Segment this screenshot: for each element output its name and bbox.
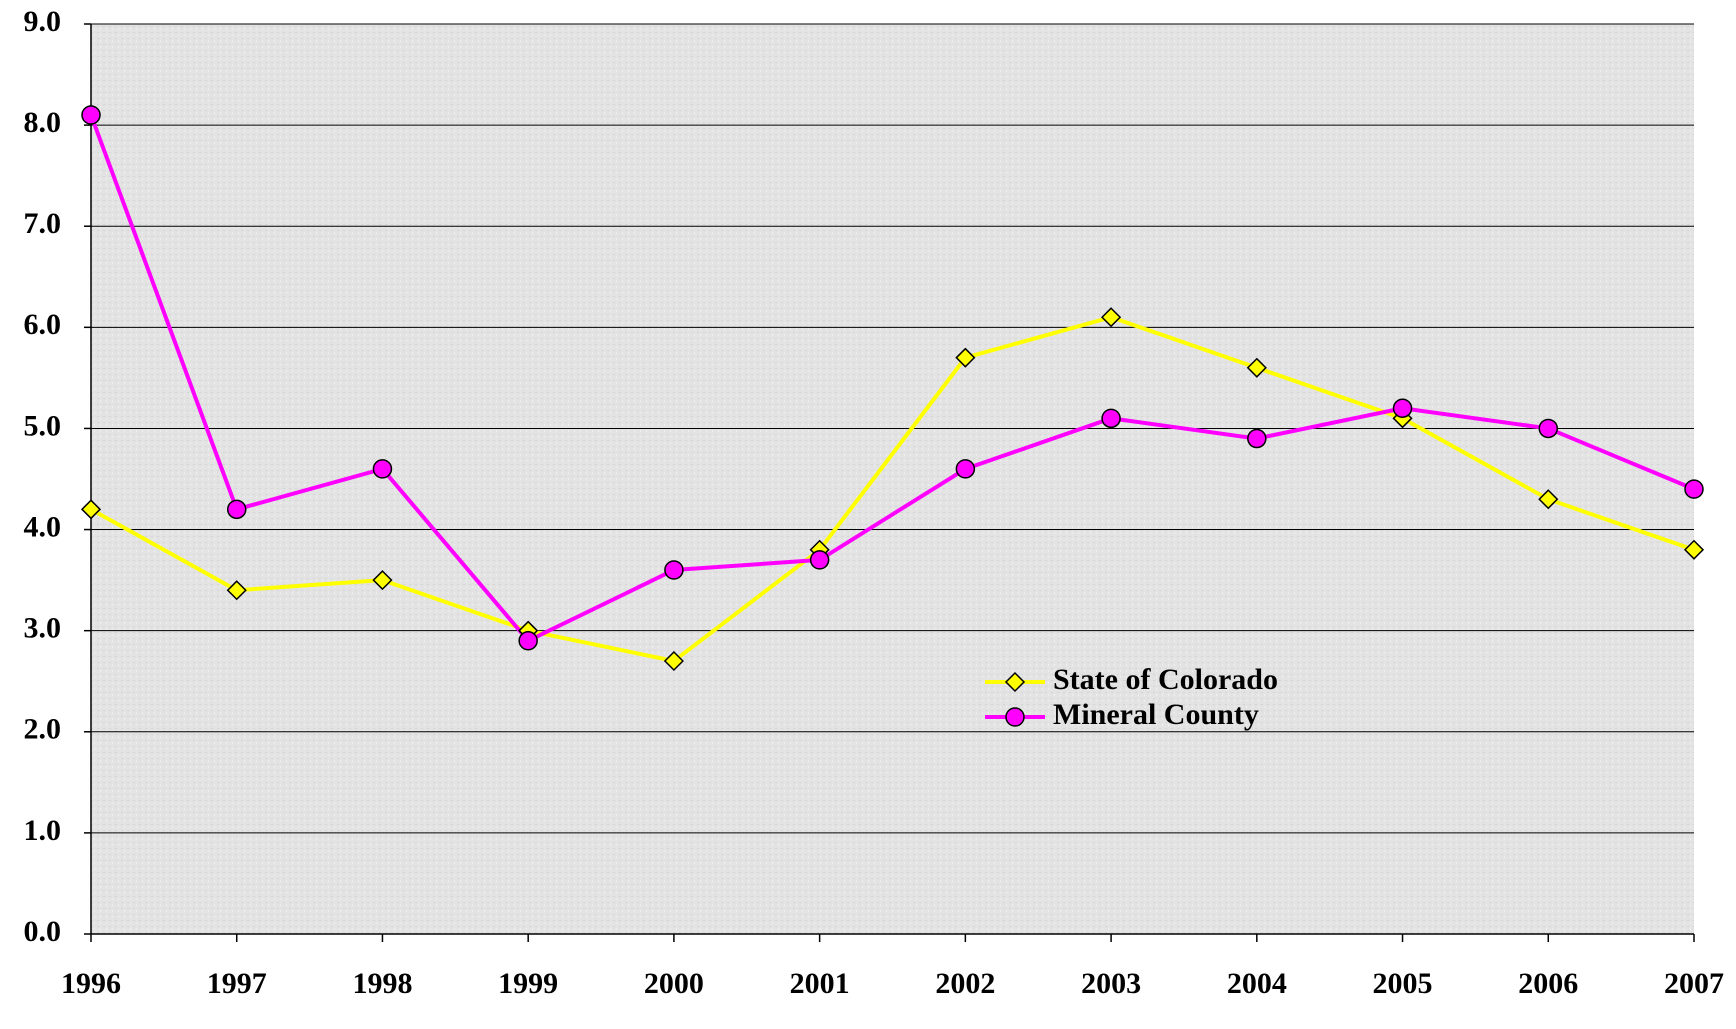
data-point	[955, 347, 976, 368]
y-tick-label: 7.0	[24, 207, 62, 240]
x-tick-label: 2001	[790, 967, 850, 1000]
x-tick-label: 1998	[352, 967, 412, 1000]
data-point	[226, 499, 247, 520]
y-tick-label: 2.0	[24, 713, 62, 746]
data-point	[1392, 398, 1413, 418]
data-point	[518, 631, 538, 651]
x-tick-label: 2007	[1664, 967, 1724, 1000]
x-tick-label: 2003	[1081, 967, 1141, 1000]
y-tick-label: 3.0	[24, 612, 62, 645]
plot-area	[91, 24, 1694, 934]
data-point	[1538, 418, 1559, 439]
data-point	[664, 560, 684, 580]
data-point	[663, 650, 684, 672]
y-tick-label: 5.0	[24, 409, 62, 442]
data-point	[1538, 489, 1559, 510]
x-tick-label: 1999	[498, 967, 558, 1000]
series-line	[89, 114, 1695, 644]
legend-label: Mineral County	[1053, 698, 1259, 731]
data-point	[372, 459, 393, 479]
data-point	[372, 570, 393, 591]
x-tick-label: 2000	[644, 967, 704, 1000]
data-point	[1683, 539, 1705, 560]
y-tick-label: 9.0	[24, 5, 62, 38]
x-tick-label: 1997	[207, 967, 267, 1000]
x-tick-label: 2005	[1373, 967, 1433, 1000]
data-point	[81, 105, 101, 125]
x-tick-label: 2002	[935, 967, 995, 1000]
data-point	[955, 459, 976, 479]
x-tick-label: 2004	[1227, 967, 1287, 1000]
data-point	[809, 550, 830, 570]
data-point	[1101, 408, 1121, 429]
y-tick-label: 6.0	[24, 308, 62, 341]
data-point	[1246, 357, 1267, 378]
data-point	[1684, 479, 1704, 499]
legend-label: State of Colorado	[1053, 663, 1278, 696]
legend-marker	[1005, 707, 1025, 727]
legend-marker	[1004, 671, 1026, 693]
data-point	[80, 499, 102, 520]
x-tick-label: 1996	[61, 967, 121, 1000]
data-point	[226, 580, 247, 601]
data-point	[1247, 428, 1267, 449]
y-tick-label: 0.0	[24, 915, 62, 948]
x-tick-label: 2006	[1518, 967, 1578, 1000]
y-tick-label: 1.0	[24, 814, 62, 847]
series-line	[90, 315, 1695, 664]
y-tick-label: 8.0	[24, 106, 62, 139]
data-point	[1101, 307, 1122, 328]
y-tick-label: 4.0	[24, 510, 62, 543]
